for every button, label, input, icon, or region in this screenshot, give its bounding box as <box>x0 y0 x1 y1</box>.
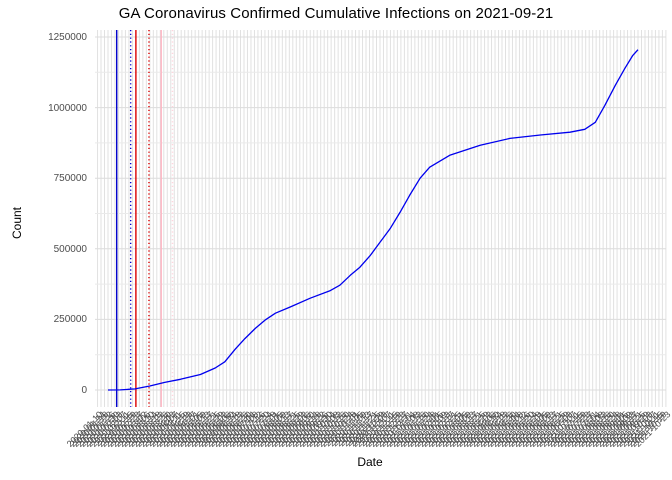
grid-horizontal-lines <box>95 36 666 391</box>
grid-vertical-lines <box>97 30 667 407</box>
y-tick-label: 1000000 <box>48 102 87 114</box>
series-line-confirmed-cumulative-infections <box>107 49 639 391</box>
chart-title: GA Coronavirus Confirmed Cumulative Infe… <box>118 5 554 22</box>
y-tick-label: 250000 <box>53 314 87 326</box>
x-axis-title: Date <box>357 455 383 469</box>
y-tick-label: 0 <box>81 385 87 396</box>
y-tick-label: 1250000 <box>48 32 87 43</box>
series-lines <box>107 49 639 391</box>
y-tick-label: 750000 <box>53 173 87 185</box>
event-vlines <box>116 30 174 407</box>
y-tick-label: 500000 <box>53 243 87 255</box>
y-axis-title: Count <box>10 206 24 239</box>
